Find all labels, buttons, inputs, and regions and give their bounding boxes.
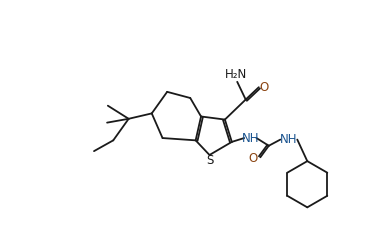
Text: O: O <box>249 151 258 165</box>
Text: S: S <box>207 154 214 167</box>
Text: H₂N: H₂N <box>224 68 247 81</box>
Text: NH: NH <box>241 132 259 145</box>
Text: NH: NH <box>280 133 298 146</box>
Text: O: O <box>260 81 269 94</box>
